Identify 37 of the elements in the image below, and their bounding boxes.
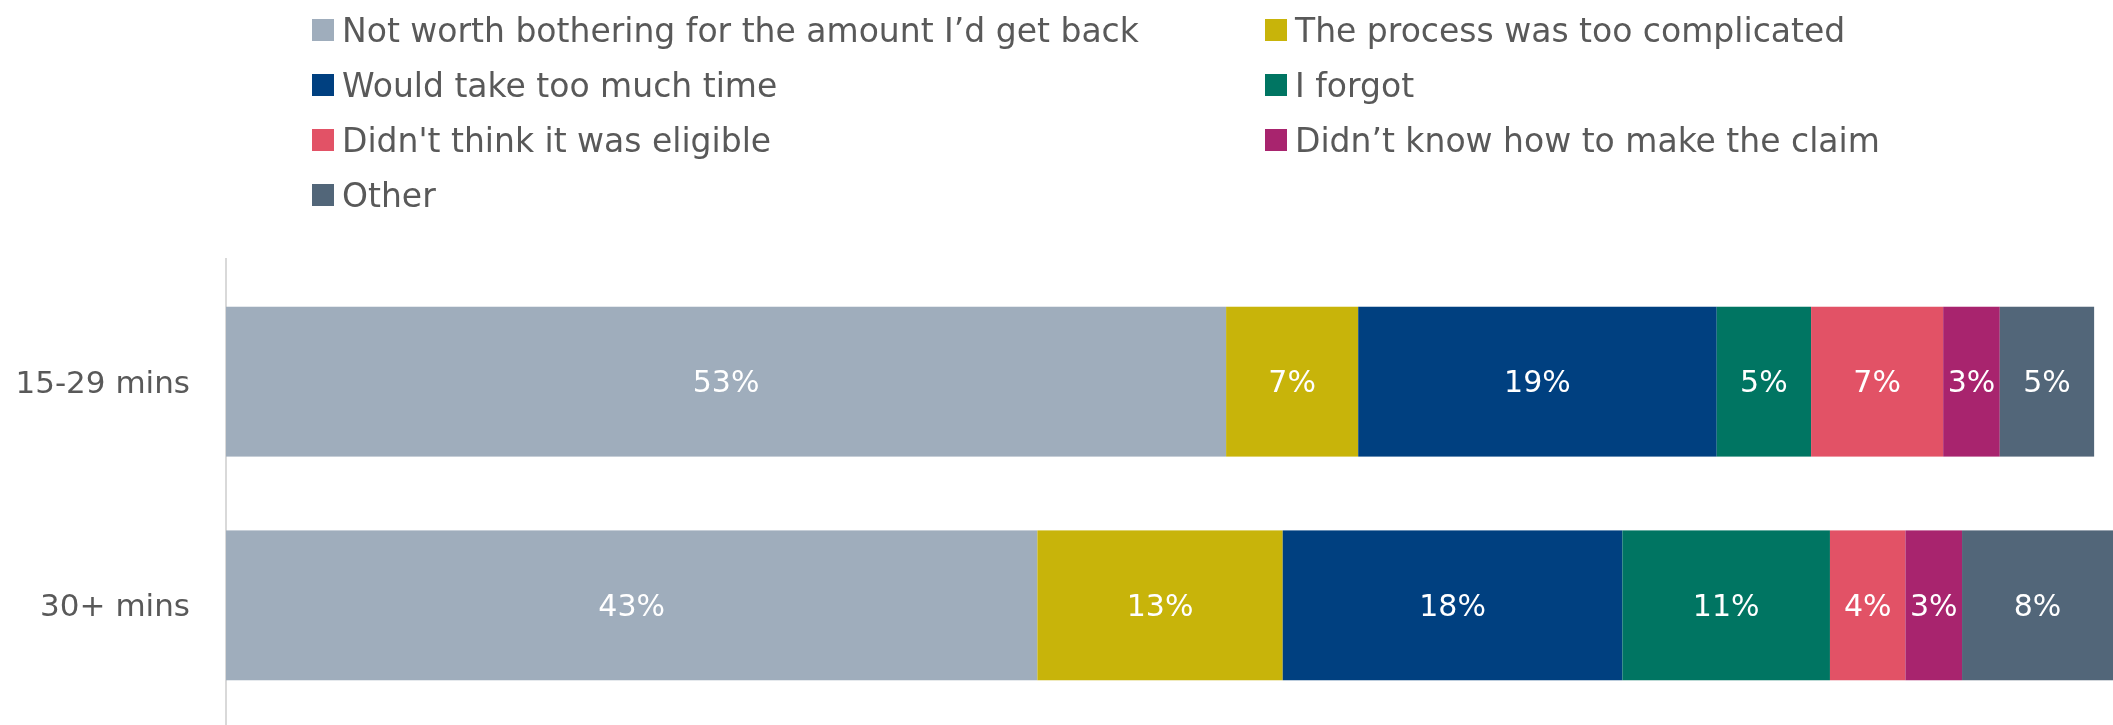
data-label: 7%: [1853, 364, 1901, 400]
data-label: 3%: [1909, 587, 1958, 623]
bar: [1829, 530, 1906, 681]
bar: [1358, 306, 1717, 457]
legend-label: The process was too complicated: [1294, 10, 1846, 50]
data-label: 13%: [1126, 587, 1194, 623]
legend-label: I forgot: [1295, 65, 1415, 105]
bar: [1905, 530, 1963, 681]
legend-label: Didn’t know how to make the claim: [1295, 120, 1880, 160]
legend-label: Didn't think it was eligible: [342, 120, 772, 160]
legend-label: Other: [342, 175, 437, 215]
data-label: 7%: [1268, 364, 1316, 400]
legend-label: Not worth bothering for the amount I’d get back: [342, 10, 1140, 50]
data-label: 3%: [1947, 364, 1996, 400]
data-label: 5%: [1740, 364, 1788, 400]
bar: [226, 306, 1227, 457]
data-label: 5%: [2023, 364, 2071, 400]
bar: [226, 530, 1038, 681]
y-tick-label: 30+ mins: [40, 587, 190, 624]
bar: [1037, 530, 1283, 681]
data-label: 53%: [692, 364, 760, 400]
data-label: 18%: [1419, 587, 1486, 623]
bar: [1282, 530, 1623, 681]
y-tick-label: 15-29 mins: [15, 363, 190, 400]
bar: [1999, 306, 2095, 457]
bar: [1811, 306, 1944, 457]
data-label: 4%: [1843, 587, 1892, 623]
bar: [1622, 530, 1830, 681]
bar: [1226, 306, 1359, 457]
data-label: 43%: [598, 587, 666, 623]
data-label: 11%: [1692, 587, 1760, 623]
legend-label: Would take too much time: [342, 65, 778, 105]
bar: [1943, 306, 2000, 457]
data-label: 19%: [1504, 364, 1571, 400]
bar: [1716, 306, 1812, 457]
bar: [1962, 530, 2113, 681]
data-label: 8%: [2013, 587, 2062, 623]
